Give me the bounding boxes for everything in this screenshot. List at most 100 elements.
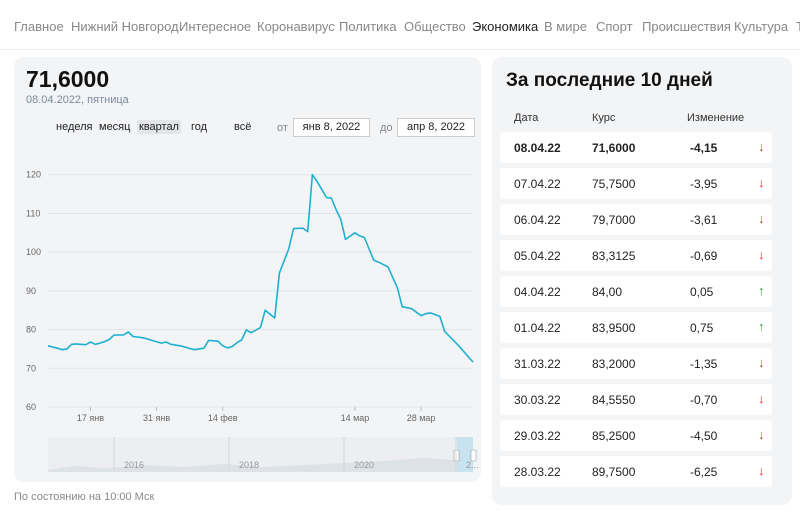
table-row: 04.04.22 84,00 0,05 ↑ <box>500 276 772 307</box>
rate-chart: 60 70 80 90 100 110 120 17 янв 31 янв 14 фев 14 м… <box>26 170 479 472</box>
arrow-up-icon: ↑ <box>758 319 765 334</box>
arrow-down-icon: ↓ <box>758 391 765 406</box>
nav-item-interesting[interactable]: Интересное <box>179 19 252 34</box>
cell-rate: 85,2500 <box>592 429 636 443</box>
range-all[interactable]: всё <box>234 121 252 133</box>
cell-rate: 83,9500 <box>592 321 636 335</box>
arrow-down-icon: ↓ <box>758 139 765 154</box>
cell-change: -6,25 <box>690 465 718 479</box>
table-row: 31.03.22 83,2000 -1,35 ↓ <box>500 348 772 379</box>
x-tick-label: 28 мар <box>407 413 436 423</box>
cell-rate: 71,6000 <box>592 141 636 155</box>
nav-item-coronavirus[interactable]: Коронавирус <box>257 19 335 34</box>
arrow-down-icon: ↓ <box>758 211 765 226</box>
nav-item-culture[interactable]: Культура <box>734 19 789 34</box>
navigator-years: 2016 2018 2020 2... <box>113 437 479 472</box>
table-row: 07.04.22 75,7500 -3,95 ↓ <box>500 168 772 199</box>
navigator-area <box>48 457 473 472</box>
cell-change: -0,70 <box>690 393 718 407</box>
cell-change: 0,05 <box>690 285 714 299</box>
cell-rate: 83,3125 <box>592 249 636 263</box>
navigator-handle-right[interactable] <box>470 449 477 462</box>
range-year[interactable]: год <box>191 121 208 133</box>
cell-change: 0,75 <box>690 321 714 335</box>
table-row: 30.03.22 84,5550 -0,70 ↓ <box>500 384 772 415</box>
table-title: За последние 10 дней <box>506 70 713 91</box>
table-row: 28.03.22 89,7500 -6,25 ↓ <box>500 456 772 487</box>
nav-item-world[interactable]: В мире <box>544 19 587 34</box>
cell-change: -1,35 <box>690 357 718 371</box>
cell-rate: 84,5550 <box>592 393 636 407</box>
last-10-days-panel: За последние 10 дней Дата Курс Изменение… <box>492 57 792 505</box>
range-month[interactable]: месяц <box>99 121 131 133</box>
from-label: от <box>277 122 288 134</box>
range-week[interactable]: неделя <box>56 121 93 133</box>
y-axis: 60 70 80 90 100 110 120 <box>26 170 41 412</box>
nav-item-more[interactable]: Т <box>796 19 800 34</box>
from-date-input[interactable]: янв 8, 2022 <box>293 118 370 137</box>
cell-date: 31.03.22 <box>514 357 561 371</box>
arrow-down-icon: ↓ <box>758 463 765 478</box>
cell-change: -3,61 <box>690 213 718 227</box>
nav-item-main[interactable]: Главное <box>14 19 64 34</box>
navigator-year-label: 2... <box>466 460 479 470</box>
navigator-year-label: 2016 <box>124 460 144 470</box>
table-row: 01.04.22 83,9500 0,75 ↑ <box>500 312 772 343</box>
y-tick-label: 120 <box>26 170 41 180</box>
nav-item-economy[interactable]: Экономика <box>472 19 539 34</box>
to-date-input[interactable]: апр 8, 2022 <box>397 118 475 137</box>
x-tick-label: 31 янв <box>143 413 170 423</box>
cell-rate: 75,7500 <box>592 177 636 191</box>
arrow-down-icon: ↓ <box>758 247 765 262</box>
table-row: 29.03.22 85,2500 -4,50 ↓ <box>500 420 772 451</box>
cell-change: -4,15 <box>690 141 718 155</box>
to-label: до <box>380 122 393 134</box>
y-tick-label: 70 <box>26 363 36 373</box>
cell-date: 04.04.22 <box>514 285 561 299</box>
navigator-year-label: 2020 <box>354 460 374 470</box>
chart-grid <box>48 174 473 408</box>
navigator-year-label: 2018 <box>239 460 259 470</box>
navigator-selection[interactable] <box>457 437 473 472</box>
y-tick-label: 90 <box>26 286 36 296</box>
cell-rate: 84,00 <box>592 285 623 299</box>
arrow-down-icon: ↓ <box>758 427 765 442</box>
cell-rate: 79,7000 <box>592 213 636 227</box>
table-row: 06.04.22 79,7000 -3,61 ↓ <box>500 204 772 235</box>
nav-item-incidents[interactable]: Происшествия <box>642 19 731 34</box>
nav-item-nizhny-novgorod[interactable]: Нижний Новгород <box>71 19 179 34</box>
y-tick-label: 110 <box>26 208 40 218</box>
cell-date: 29.03.22 <box>514 429 561 443</box>
column-header-date: Дата <box>514 112 539 124</box>
table-row: 08.04.22 71,6000 -4,15 ↓ <box>500 132 772 163</box>
cell-change: -0,69 <box>690 249 718 263</box>
y-tick-label: 100 <box>26 247 41 257</box>
cell-change: -3,95 <box>690 177 718 191</box>
nav-item-politics[interactable]: Политика <box>339 19 397 34</box>
top-navigation: Главное Нижний Новгород Интересное Корон… <box>0 0 800 50</box>
range-navigator: 2016 2018 2020 2... <box>48 437 479 472</box>
y-tick-label: 80 <box>26 325 36 335</box>
x-tick-label: 17 янв <box>77 413 104 423</box>
cell-date: 30.03.22 <box>514 393 561 407</box>
x-axis: 17 янв 31 янв 14 фев 14 мар 28 мар <box>77 407 435 423</box>
cell-change: -4,50 <box>690 429 718 443</box>
column-header-rate: Курс <box>592 112 616 124</box>
series-line <box>47 173 474 363</box>
table-row: 05.04.22 83,3125 -0,69 ↓ <box>500 240 772 271</box>
cell-rate: 83,2000 <box>592 357 636 371</box>
chart-panel: 71,6000 08.04.2022, пятница неделя месяц… <box>14 57 481 482</box>
cell-date: 07.04.22 <box>514 177 561 191</box>
cell-rate: 89,7500 <box>592 465 636 479</box>
nav-item-society[interactable]: Общество <box>404 19 466 34</box>
arrow-down-icon: ↓ <box>758 355 765 370</box>
cell-date: 05.04.22 <box>514 249 561 263</box>
cell-date: 06.04.22 <box>514 213 561 227</box>
arrow-up-icon: ↑ <box>758 283 765 298</box>
status-text: По состоянию на 10:00 Мск <box>14 491 155 503</box>
range-quarter[interactable]: квартал <box>137 120 181 134</box>
nav-item-sport[interactable]: Спорт <box>596 19 633 34</box>
quote-date: 08.04.2022, пятница <box>26 94 129 106</box>
column-header-change: Изменение <box>687 112 745 124</box>
cell-date: 01.04.22 <box>514 321 561 335</box>
